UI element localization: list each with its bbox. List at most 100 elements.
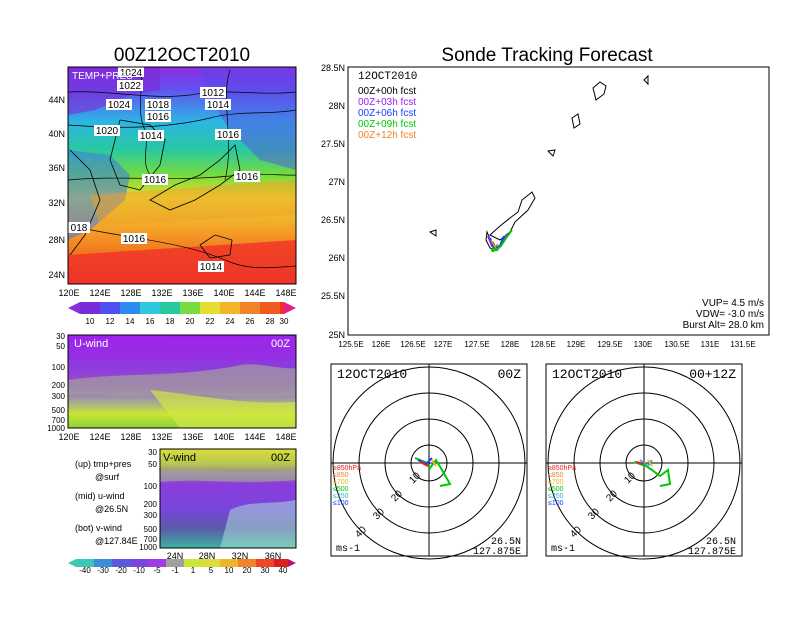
- note-line: @127.84E: [95, 536, 138, 546]
- lat-tick: 32N: [48, 198, 65, 208]
- hodo-unit: ms-1: [551, 544, 575, 555]
- level-label: ≤700: [333, 479, 349, 486]
- lon-tick: 126E: [372, 340, 391, 349]
- level-label: ≥850hPa: [548, 465, 576, 472]
- uwind-time: 00Z: [271, 338, 290, 350]
- lon-tick: 148E: [275, 288, 296, 298]
- level-label: ≤850: [548, 472, 564, 479]
- isobar-label: 1020: [96, 126, 119, 137]
- lon-tick: 148E: [275, 432, 296, 442]
- track-map: 12OCT2010 00Z+00h fcst 00Z+03h fcst 00Z+…: [321, 63, 770, 349]
- level-tick: 50: [56, 342, 65, 351]
- hodograph-2: 10 20 30 40 12OCT2010 00+12Z ≥850hPa ≤85…: [545, 363, 743, 560]
- hodo-lon: 127.875E: [688, 547, 736, 558]
- isobar-label: 1018: [147, 100, 170, 111]
- info-line: Burst Alt= 28.0 km: [683, 320, 764, 331]
- colorbar-label: 20: [243, 566, 252, 575]
- lon-tick: 129.5E: [597, 340, 622, 349]
- lat-tick: 28N: [328, 101, 345, 111]
- lon-tick: 124E: [89, 432, 110, 442]
- lon-tick: 128.5E: [530, 340, 555, 349]
- level-label: ≤700: [548, 479, 564, 486]
- lat-tick: 40N: [48, 129, 65, 139]
- lat-tick: 44N: [48, 95, 65, 105]
- lon-tick: 136E: [182, 432, 203, 442]
- lat-tick: 28.5N: [321, 63, 345, 73]
- level-label: ≤250: [333, 493, 349, 500]
- isobar-label: 1012: [202, 88, 225, 99]
- legend-notes: (up) tmp+pres @surf (mid) u-wind @26.5N …: [75, 459, 138, 546]
- info-line: VUP= 4.5 m/s: [702, 298, 764, 309]
- hodograph-1: 10 20 30 40 12OCT2010 00Z ≥850hPa ≤850 ≤…: [330, 363, 528, 560]
- sonde-tracks: [487, 229, 513, 252]
- vwind-panel: V-wind 00Z 30 50 100 200 300 500 700 100…: [139, 448, 297, 561]
- hodo-time: 00+12Z: [689, 367, 736, 382]
- colorbar-label: 16: [146, 317, 155, 326]
- lat-tick: 24N: [48, 270, 65, 280]
- isobar-label: 018: [71, 223, 88, 234]
- colorbar-label: 5: [209, 566, 214, 575]
- legend-item: 00Z+03h fcst: [358, 97, 416, 108]
- note-line: @26.5N: [95, 504, 128, 514]
- colorbar-label: 20: [186, 317, 195, 326]
- lon-tick: 130.5E: [664, 340, 689, 349]
- hodo-date: 12OCT2010: [552, 367, 622, 382]
- isobar-label: 1016: [236, 172, 259, 183]
- level-label: ≤100: [548, 500, 564, 507]
- legend-item: 00Z+06h fcst: [358, 108, 416, 119]
- colorbar-label: 24: [226, 317, 235, 326]
- legend-item: 00Z+09h fcst: [358, 119, 416, 130]
- uwind-panel: U-wind 00Z 30 50 100 200 300 500 700 100…: [47, 332, 296, 442]
- hodo-lon: 127.875E: [473, 547, 521, 558]
- temp-map: 1024 1022 1012 1024 1018 1014 1016 1020 …: [48, 66, 297, 326]
- lon-tick: 131.5E: [730, 340, 755, 349]
- level-tick: 700: [144, 535, 158, 544]
- colorbar-label: -1: [171, 566, 179, 575]
- note-line: (bot) v-wind: [75, 523, 122, 533]
- hodo-lat: 26.5N: [491, 537, 521, 548]
- colorbar-label: -5: [153, 566, 161, 575]
- right-title: Sonde Tracking Forecast: [441, 45, 653, 66]
- lon-tick: 144E: [244, 432, 265, 442]
- map-label: TEMP+PRES: [72, 71, 133, 82]
- level-tick: 500: [52, 406, 66, 415]
- lon-tick: 129E: [567, 340, 586, 349]
- level-label: ≤500: [333, 486, 349, 493]
- lon-tick: 128E: [120, 432, 141, 442]
- level-label: ≥850hPa: [333, 465, 361, 472]
- level-tick: 30: [148, 448, 157, 457]
- lat-tick: 28N: [199, 551, 216, 561]
- lat-tick: 28N: [48, 235, 65, 245]
- colorbar-label: 22: [206, 317, 215, 326]
- level-tick: 200: [144, 500, 158, 509]
- lon-tick: 124E: [89, 288, 110, 298]
- legend-item: 00Z+12h fcst: [358, 130, 416, 141]
- note-line: (up) tmp+pres: [75, 459, 132, 469]
- isobar-label: 1016: [123, 234, 146, 245]
- level-tick: 700: [52, 416, 66, 425]
- note-line: (mid) u-wind: [75, 491, 125, 501]
- lon-tick: 132E: [151, 432, 172, 442]
- colorbar-label: 28: [266, 317, 275, 326]
- hodo-date: 12OCT2010: [337, 367, 407, 382]
- colorbar-label: 30: [261, 566, 270, 575]
- wind-colorbar: -40 -30 -20 -10 -5 -1 1 5 10 20 30 40: [68, 559, 296, 575]
- lon-tick: 128E: [120, 288, 141, 298]
- colorbar-label: -30: [97, 566, 109, 575]
- isobar-label: 1022: [119, 81, 142, 92]
- level-tick: 1000: [139, 543, 157, 552]
- level-tick: 500: [144, 525, 158, 534]
- lon-tick: 120E: [58, 288, 79, 298]
- lat-tick: 36N: [48, 163, 65, 173]
- level-tick: 1000: [47, 424, 65, 433]
- isobar-label: 1016: [144, 175, 167, 186]
- level-tick: 30: [56, 332, 65, 341]
- lat-tick: 25N: [328, 330, 345, 340]
- colorbar-label: 14: [126, 317, 135, 326]
- uwind-label: U-wind: [74, 338, 108, 350]
- lon-tick: 120E: [58, 432, 79, 442]
- isobar-label: 1024: [108, 100, 131, 111]
- isobar-label: 1014: [140, 131, 163, 142]
- lon-tick: 127E: [434, 340, 453, 349]
